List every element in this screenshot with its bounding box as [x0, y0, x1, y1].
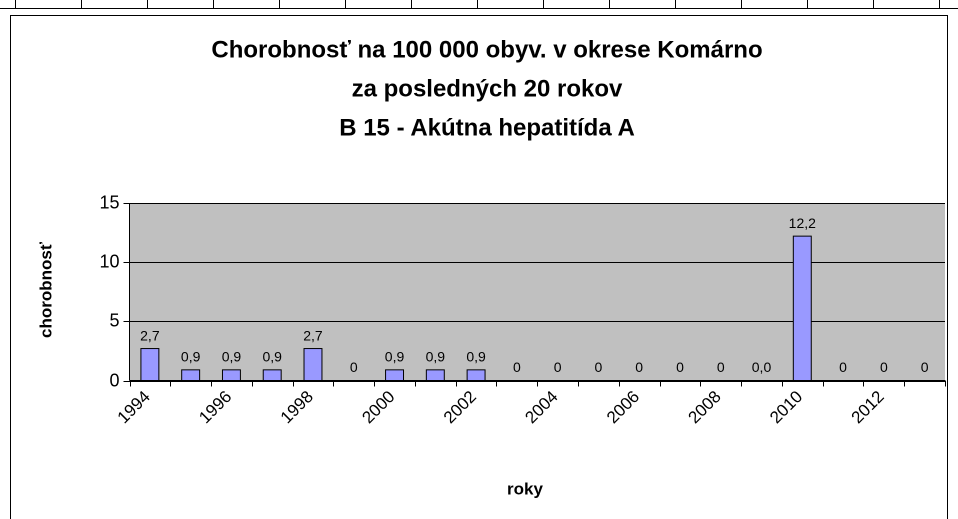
y-tick-label: 10 — [99, 251, 119, 271]
bar — [385, 369, 405, 382]
x-axis-label: roky — [507, 479, 543, 498]
bar — [792, 235, 812, 381]
chart-title: B 15 - Akútna hepatitída A — [339, 114, 635, 141]
value-label: 0,9 — [181, 349, 201, 365]
value-label: 0 — [513, 359, 521, 375]
value-label: 2,7 — [303, 327, 323, 343]
value-label: 0 — [921, 359, 929, 375]
value-label: 0 — [676, 359, 684, 375]
value-label: 0 — [554, 359, 562, 375]
bar — [466, 369, 486, 382]
value-label: 0 — [717, 359, 725, 375]
sheet-gridlines — [0, 0, 958, 9]
chart-title: za posledných 20 rokov — [352, 75, 623, 102]
bar — [425, 369, 445, 382]
value-label: 0 — [350, 359, 358, 375]
value-label: 0,9 — [222, 349, 242, 365]
value-label: 0 — [635, 359, 643, 375]
bar — [262, 369, 282, 382]
value-label: 2,7 — [140, 327, 160, 343]
value-label: 0,9 — [466, 349, 486, 365]
bar — [140, 348, 160, 381]
value-label: 0,9 — [426, 349, 446, 365]
value-label: 0 — [839, 359, 847, 375]
value-label: 12,2 — [789, 215, 816, 231]
value-label: 0 — [880, 359, 888, 375]
y-tick-label: 15 — [99, 192, 119, 212]
value-label: 0,9 — [385, 349, 405, 365]
y-tick-label: 5 — [109, 310, 119, 330]
bar — [221, 369, 241, 382]
y-tick-label: 0 — [109, 370, 119, 390]
bar — [181, 369, 201, 382]
value-label: 0,9 — [262, 349, 282, 365]
value-label: 0 — [595, 359, 603, 375]
plot-area — [129, 203, 945, 381]
y-axis-label: chorobnosť — [36, 241, 55, 338]
bar — [303, 348, 323, 381]
chart-title: Chorobnosť na 100 000 obyv. v okrese Kom… — [211, 36, 762, 63]
value-label: 0,0 — [752, 359, 772, 375]
